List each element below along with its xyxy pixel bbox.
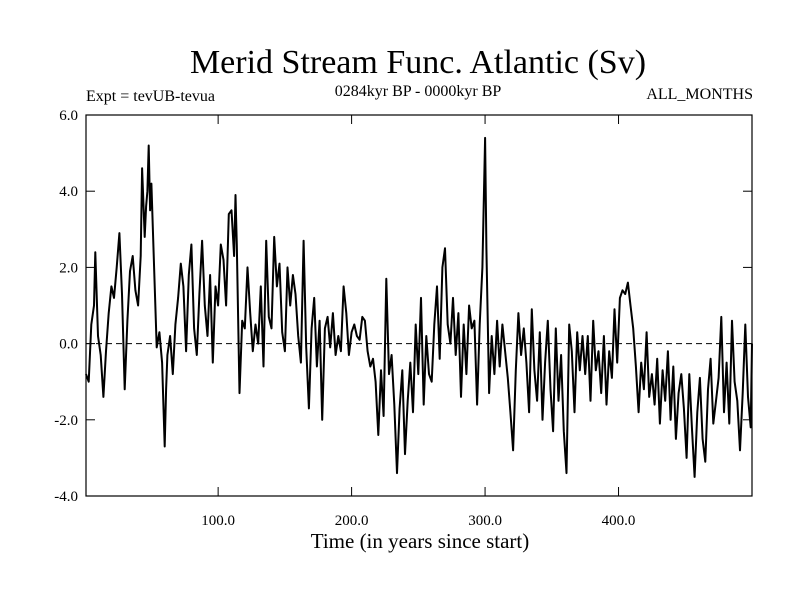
y-tick-label: -2.0 xyxy=(54,413,78,429)
plot-frame xyxy=(85,114,753,497)
x-tick-label: 400.0 xyxy=(602,513,636,529)
y-tick-label: -4.0 xyxy=(54,489,78,505)
x-axis-label: Time (in years since start) xyxy=(311,529,530,553)
x-tick-label: 300.0 xyxy=(468,513,502,529)
time-range-label: 0284kyr BP - 0000kyr BP xyxy=(335,83,502,100)
chart-title: Merid Stream Func. Atlantic (Sv) xyxy=(190,44,646,81)
x-axis: 100.0 200.0 300.0 400.0 xyxy=(201,115,635,529)
y-tick-label: 4.0 xyxy=(59,184,78,200)
y-tick-label: 2.0 xyxy=(59,260,78,276)
y-tick-label: 6.0 xyxy=(59,108,78,124)
x-tick-label: 200.0 xyxy=(335,513,369,529)
experiment-label: Expt = tevUB-tevua xyxy=(86,88,215,105)
months-label: ALL_MONTHS xyxy=(646,86,753,103)
y-tick-label: 0.0 xyxy=(59,337,78,353)
y-axis: 6.0 4.0 2.0 0.0 -2.0 -4.0 xyxy=(54,108,752,505)
series-line xyxy=(85,136,753,478)
x-tick-label: 100.0 xyxy=(201,513,235,529)
